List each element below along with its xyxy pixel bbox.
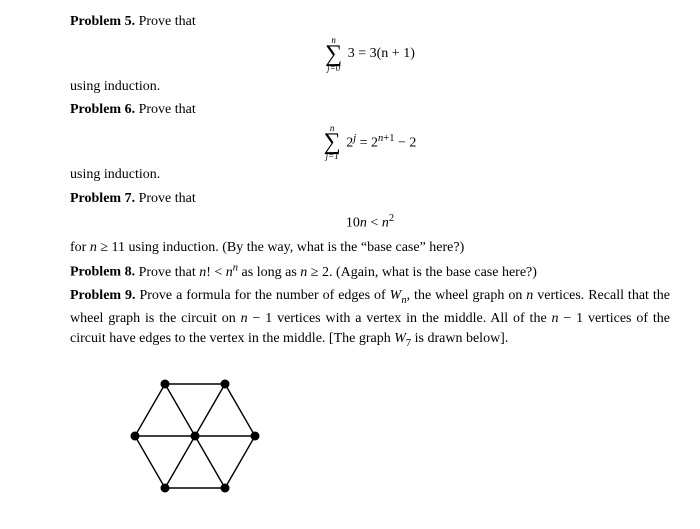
graph-edge	[195, 436, 225, 488]
problem-9-heading: Problem 9.	[70, 288, 136, 303]
sum-lower: j=0	[325, 64, 342, 73]
problem-6-formula: n ∑ j=1 2j = 2n+1 − 2	[70, 124, 670, 161]
problem-9-body: Prove a formula for the number of edges …	[70, 288, 670, 345]
graph-edge	[165, 436, 195, 488]
graph-node	[191, 432, 200, 441]
problem-7-lead: Prove that	[135, 191, 196, 206]
graph-edge	[165, 384, 195, 436]
sum-lower: j=1	[324, 152, 341, 161]
graph-node	[221, 484, 230, 493]
graph-edge	[135, 436, 165, 488]
graph-edge	[135, 384, 165, 436]
problem-5-formula: n ∑ j=0 3 = 3(n + 1)	[70, 36, 670, 73]
page-container: Problem 5. Prove that n ∑ j=0 3 = 3(n + …	[0, 0, 700, 519]
problem-9-statement: Problem 9. Prove a formula for the numbe…	[70, 286, 670, 351]
problem-6-heading: Problem 6.	[70, 102, 135, 117]
sum-body: 2j = 2n+1 − 2	[346, 132, 416, 153]
graph-node	[161, 380, 170, 389]
problem-5-heading: Problem 5.	[70, 14, 135, 29]
problem-6-closing: using induction.	[70, 165, 670, 185]
problem-8-statement: Problem 8. Prove that n! < nn as long as…	[70, 261, 670, 282]
graph-edge	[225, 384, 255, 436]
problem-5-lead: Prove that	[135, 14, 196, 29]
problem-5-statement: Problem 5. Prove that	[70, 12, 670, 32]
graph-node	[131, 432, 140, 441]
sigma-icon: n ∑ j=1	[324, 124, 341, 161]
graph-node	[161, 484, 170, 493]
sigma-symbol: ∑	[325, 45, 342, 64]
graph-node	[221, 380, 230, 389]
problem-8-heading: Problem 8.	[70, 265, 135, 280]
problem-7-closing: for n ≥ 11 using induction. (By the way,…	[70, 238, 670, 258]
sigma-symbol: ∑	[324, 133, 341, 152]
problem-7-statement: Problem 7. Prove that	[70, 189, 670, 209]
problem-8-body: Prove that n! < nn as long as n ≥ 2. (Ag…	[135, 265, 537, 280]
graph-node	[251, 432, 260, 441]
problem-7-formula: 10n < n2	[70, 212, 670, 233]
problem-5-closing: using induction.	[70, 77, 670, 97]
graph-edge	[225, 436, 255, 488]
graph-edge	[195, 384, 225, 436]
problem-7-heading: Problem 7.	[70, 191, 135, 206]
problem-6-lead: Prove that	[135, 102, 196, 117]
wheel-graph-w7	[110, 361, 280, 511]
problem-6-statement: Problem 6. Prove that	[70, 100, 670, 120]
sigma-icon: n ∑ j=0	[325, 36, 342, 73]
sum-body: 3 = 3(n + 1)	[348, 44, 415, 64]
